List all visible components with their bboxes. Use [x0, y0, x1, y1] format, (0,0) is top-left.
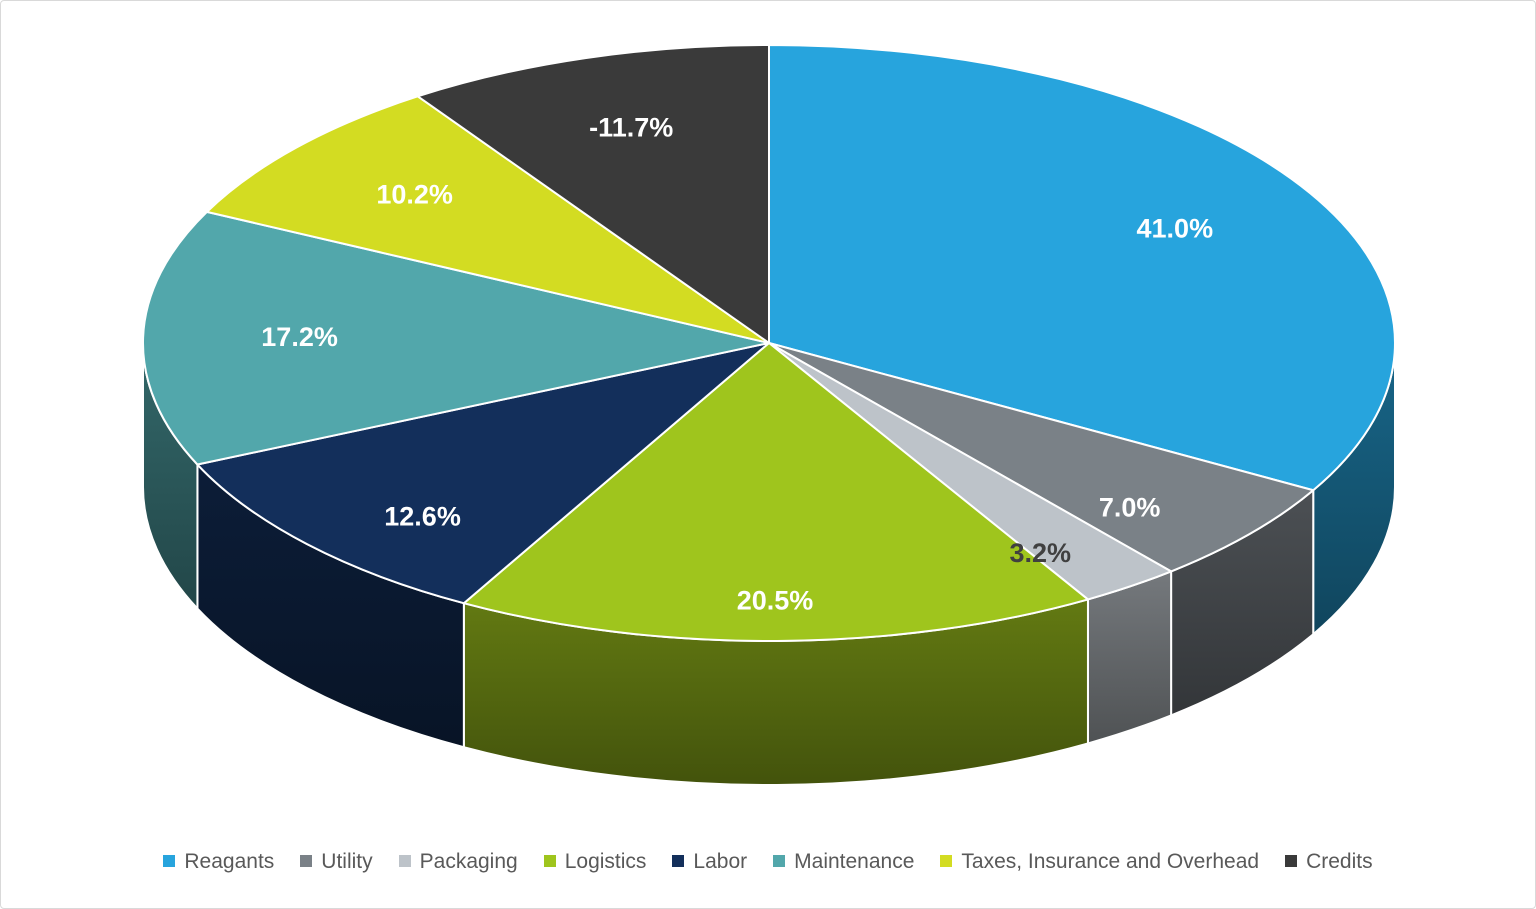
data-label-credits: -11.7% — [589, 112, 673, 142]
legend-label: Packaging — [419, 849, 518, 873]
legend-item-utility[interactable]: Utility — [300, 849, 373, 873]
legend-item-credits[interactable]: Credits — [1285, 851, 1373, 872]
legend-label: Reagants — [184, 849, 275, 873]
legend-label: Utility — [321, 849, 373, 873]
legend-item-labor[interactable]: Labor — [672, 851, 747, 872]
legend-item-maintenance[interactable]: Maintenance — [773, 851, 914, 872]
legend-label: Credits — [1306, 849, 1373, 873]
legend-label: Logistics — [564, 849, 647, 873]
pie-slice-labor[interactable] — [196, 342, 770, 605]
data-label-labor: 12.6% — [384, 501, 461, 531]
legend-marker-labor — [672, 855, 685, 867]
legend-marker-credits — [1285, 855, 1298, 867]
legend-marker-packaging — [398, 855, 411, 867]
pie-slice-reagants[interactable] — [768, 44, 1396, 492]
pie-slice-maintenance[interactable] — [141, 210, 770, 466]
data-label-utility: 7.0% — [1099, 492, 1161, 522]
legend-label: Taxes, Insurance and Overhead — [961, 849, 1260, 873]
data-label-logistics: 20.5% — [737, 586, 814, 616]
legend-item-logistics[interactable]: Logistics — [543, 849, 647, 873]
legend-item-taxes-insurance-and-overhead[interactable]: Taxes, Insurance and Overhead — [940, 851, 1259, 872]
pie-chart: 41.0% 7.0% 3.2% 20.5% 12.6% 17.2% 10.2% -11.7% — [141, 44, 1396, 786]
pie-slice-logistics[interactable] — [462, 342, 1089, 642]
legend-label: Labor — [693, 849, 748, 873]
legend-item-reagants[interactable]: Reagants — [163, 851, 274, 872]
pie-slice-credits[interactable] — [416, 44, 770, 344]
pie-slice-utility[interactable] — [768, 342, 1315, 573]
legend-marker-maintenance — [773, 855, 786, 867]
legend-item-packaging[interactable]: Packaging — [398, 849, 518, 873]
data-label-maintenance: 17.2% — [261, 322, 338, 352]
data-label-packaging: 3.2% — [1010, 538, 1072, 568]
chart-legend: Reagants Utility Packaging Logistics Labor Ma… — [1, 843, 1535, 879]
pie-slice-taxes-insurance-and-overhead[interactable] — [205, 95, 770, 344]
pie-slice-side-packaging — [1086, 570, 1173, 745]
legend-marker-utility — [300, 855, 313, 867]
legend-marker-logistics — [543, 855, 556, 867]
legend-marker-reagants — [163, 855, 176, 867]
legend-label: Maintenance — [794, 849, 915, 873]
data-label-reagants: 41.0% — [1137, 214, 1214, 244]
legend-marker-taxes-insurance-and-overhead — [940, 855, 953, 867]
data-label-taxes-insurance-and-overhead: 10.2% — [376, 180, 453, 210]
